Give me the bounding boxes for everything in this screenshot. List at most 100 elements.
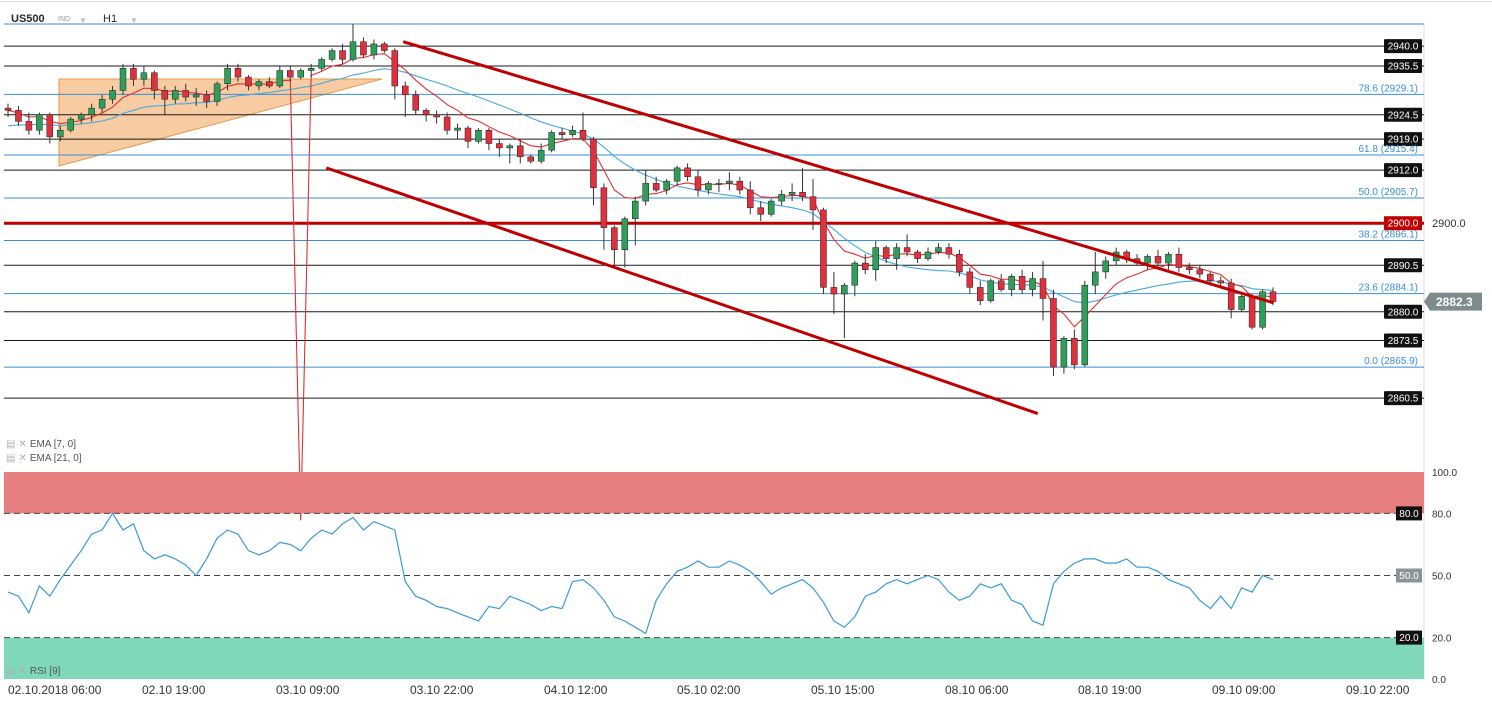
rsi-level-box xyxy=(1396,568,1422,583)
level-label: 2924.5 xyxy=(1388,110,1419,121)
bearish-candle xyxy=(903,247,911,253)
bearish-candle xyxy=(381,43,388,51)
bullish-candle xyxy=(1092,271,1099,286)
bearish-candle xyxy=(694,176,702,191)
bullish-candle xyxy=(1165,253,1172,264)
bearish-candle xyxy=(830,287,838,295)
level-label-box xyxy=(1384,107,1422,122)
x-axis-tick-label: 09.10 09:00 xyxy=(1212,683,1276,697)
level-label: 2919.0 xyxy=(1388,135,1419,146)
level-label: 2940.0 xyxy=(1388,42,1419,53)
level-label-box xyxy=(1384,391,1422,406)
bearish-candle xyxy=(1248,296,1256,328)
symbol-label[interactable]: US500 xyxy=(11,13,45,25)
x-axis-tick-label: 02.10 19:00 xyxy=(142,683,206,697)
level-label-box xyxy=(1384,163,1422,178)
bearish-candle xyxy=(402,85,409,96)
indicator-legend-ema21[interactable]: ▤ ✕ EMA [21, 0] xyxy=(6,453,82,464)
bearish-candle xyxy=(956,253,963,273)
bearish-candle xyxy=(611,227,618,251)
close-icon[interactable]: ✕ xyxy=(18,439,26,450)
bullish-candle xyxy=(1029,278,1036,290)
bearish-candle xyxy=(977,287,984,301)
current-price-label: 2882.3 xyxy=(1436,295,1473,309)
bearish-candle xyxy=(266,81,273,87)
level-label-box xyxy=(1384,39,1422,54)
bearish-candle xyxy=(966,271,974,288)
bullish-candle xyxy=(349,41,357,60)
fib-level-label: 23.6 (2884.1) xyxy=(1359,283,1419,294)
bearish-candle xyxy=(1039,278,1047,299)
bearish-candle xyxy=(527,156,534,162)
key-level-label-box xyxy=(1384,216,1422,231)
bearish-candle xyxy=(25,121,33,131)
timeframe-label[interactable]: H1 xyxy=(103,13,118,25)
bearish-candle xyxy=(862,262,869,270)
x-axis-tick-label: 05.10 15:00 xyxy=(811,683,875,697)
rsi-axis-label: 80.0 xyxy=(1432,509,1452,520)
timeframe-chevron-down-icon[interactable]: ▼ xyxy=(130,16,138,25)
bullish-candle xyxy=(642,183,649,202)
bullish-candle xyxy=(57,129,64,138)
rsi-level-box xyxy=(1396,630,1422,645)
bearish-candle xyxy=(684,167,691,177)
bullish-candle xyxy=(506,145,514,149)
bullish-candle xyxy=(1102,260,1109,273)
rsi-axis-label: 0.0 xyxy=(1432,675,1446,686)
indicator-label: EMA [7, 0] xyxy=(29,439,76,450)
bullish-candle xyxy=(88,107,95,116)
level-label: 2912.0 xyxy=(1388,166,1419,177)
settings-icon[interactable]: ▤ xyxy=(6,453,16,464)
bearish-candle xyxy=(46,114,54,138)
bullish-candle xyxy=(841,284,848,295)
rsi-overbought-zone xyxy=(4,472,1424,514)
bearish-candle xyxy=(820,209,827,288)
rsi-line xyxy=(7,512,1274,635)
bearish-candle xyxy=(339,50,346,60)
fib-level-label: 0.0 (2865.9) xyxy=(1364,356,1418,367)
bearish-candle xyxy=(203,94,210,102)
bullish-candle xyxy=(1238,296,1245,310)
bullish-candle xyxy=(172,90,179,100)
bearish-candle xyxy=(433,114,440,118)
bullish-candle xyxy=(778,194,785,202)
current-price-tag xyxy=(1424,292,1482,311)
bearish-candle xyxy=(485,129,493,144)
bullish-candle xyxy=(119,68,127,91)
symbol-chevron-down-icon[interactable]: ▼ xyxy=(79,16,87,25)
bearish-candle xyxy=(882,247,890,259)
bearish-candle xyxy=(1217,280,1224,284)
close-icon[interactable]: ✕ xyxy=(18,666,26,677)
fib-level-label: 38.2 (2896.1) xyxy=(1359,229,1419,240)
level-label: 2860.5 xyxy=(1388,394,1419,405)
indicator-legend-rsi[interactable]: ▤ ✕ RSI [9] xyxy=(6,666,60,677)
level-label-box xyxy=(1384,304,1422,319)
bullish-candle xyxy=(297,70,304,78)
bearish-candle xyxy=(747,189,754,208)
close-icon[interactable]: ✕ xyxy=(18,453,26,464)
settings-icon[interactable]: ▤ xyxy=(6,439,16,450)
rsi-oversold-zone xyxy=(4,637,1424,679)
bullish-candle xyxy=(328,50,336,60)
bullish-candle xyxy=(621,218,629,251)
bearish-candle xyxy=(1175,253,1183,268)
bearish-candle xyxy=(151,72,158,91)
bullish-candle xyxy=(987,280,994,301)
bullish-candle xyxy=(537,149,545,162)
bullish-candle xyxy=(715,183,723,185)
bearish-candle xyxy=(1269,291,1277,302)
indicator-legend-ema7[interactable]: ▤ ✕ EMA [7, 0] xyxy=(6,439,76,450)
level-label-box xyxy=(1384,258,1422,273)
bearish-candle xyxy=(496,143,503,149)
bearish-candle xyxy=(1196,269,1204,275)
bearish-candle xyxy=(1186,267,1193,270)
bearish-candle xyxy=(1154,256,1162,264)
settings-icon[interactable]: ▤ xyxy=(6,666,16,677)
bearish-candle xyxy=(182,90,189,98)
instrument-type-badge: IND xyxy=(58,16,71,23)
bullish-candle xyxy=(1144,256,1151,264)
bearish-candle xyxy=(809,196,817,211)
bullish-candle xyxy=(454,127,461,131)
rsi-level-box xyxy=(1396,506,1422,521)
